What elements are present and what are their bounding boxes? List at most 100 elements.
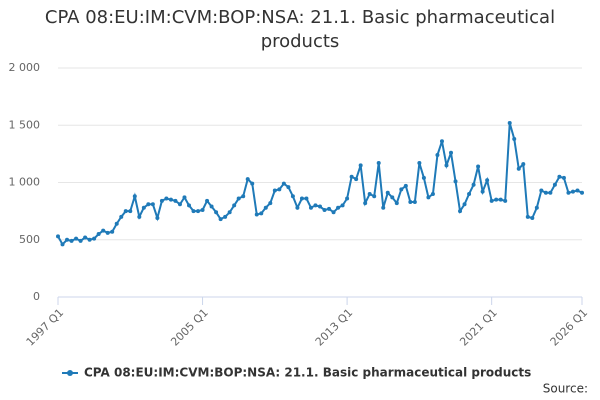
x-tick-label: 2021 Q1: [457, 306, 500, 349]
data-point: [245, 177, 250, 182]
data-point: [272, 188, 277, 193]
data-point: [209, 204, 214, 209]
data-point: [223, 214, 228, 219]
data-point: [417, 161, 422, 166]
data-point: [430, 191, 435, 196]
data-point: [336, 205, 341, 210]
data-point: [476, 164, 481, 169]
data-line: [57, 122, 583, 246]
y-tick-label: 0: [33, 290, 40, 303]
data-point: [200, 207, 205, 212]
x-tick-label: 2026 Q1: [548, 306, 591, 349]
data-point: [552, 182, 557, 187]
data-point: [205, 198, 210, 203]
data-point: [399, 187, 404, 192]
data-point: [467, 191, 472, 196]
data-point: [580, 190, 584, 195]
data-point: [327, 206, 332, 211]
data-point: [236, 196, 241, 201]
data-point: [449, 150, 453, 155]
data-point: [403, 183, 408, 188]
data-point: [254, 212, 259, 217]
data-point: [521, 162, 526, 167]
data-point: [241, 194, 246, 199]
data-point: [196, 209, 201, 214]
data-point: [299, 196, 304, 201]
legend-label: CPA 08:EU:IM:CVM:BOP:NSA: 21.1. Basic ph…: [84, 366, 531, 380]
data-point: [281, 181, 286, 186]
data-point: [507, 120, 512, 125]
data-point: [435, 153, 440, 158]
legend-marker: [67, 370, 73, 376]
data-point: [250, 181, 255, 186]
data-point: [363, 201, 368, 206]
data-point: [295, 205, 300, 210]
data-point: [367, 191, 372, 196]
data-point: [308, 205, 313, 210]
data-point: [290, 194, 295, 199]
data-point: [462, 202, 467, 207]
data-point: [498, 197, 503, 202]
data-point: [390, 195, 395, 200]
data-point: [304, 196, 309, 201]
chart-title: CPA 08:EU:IM:CVM:BOP:NSA: 21.1. Basic ph…: [44, 7, 556, 52]
data-point: [394, 201, 399, 206]
data-point: [503, 198, 508, 203]
data-point: [548, 190, 553, 195]
data-point: [263, 205, 268, 210]
data-point: [268, 201, 273, 206]
data-point: [313, 203, 318, 208]
data-point: [232, 203, 237, 208]
y-tick-label: 2 000: [9, 61, 41, 74]
data-point: [494, 197, 499, 202]
data-point: [92, 236, 97, 241]
data-point: [318, 204, 322, 209]
data-point: [444, 163, 449, 168]
data-point: [426, 195, 431, 200]
data-point: [421, 175, 426, 180]
data-point: [96, 232, 101, 237]
data-point: [561, 175, 566, 180]
data-point: [155, 215, 160, 220]
data-point: [512, 136, 517, 141]
y-tick-label: 500: [19, 233, 40, 246]
data-point: [69, 238, 74, 243]
y-tick-label: 1 000: [9, 176, 41, 189]
data-point: [56, 234, 60, 239]
data-point: [340, 203, 345, 208]
data-point: [173, 198, 178, 203]
data-point: [187, 203, 191, 208]
data-point: [566, 190, 571, 195]
data-point: [83, 235, 88, 240]
data-point: [150, 202, 155, 207]
data-point: [87, 237, 92, 242]
data-point: [349, 174, 354, 179]
data-point: [168, 197, 173, 202]
data-point: [412, 199, 417, 204]
data-point: [128, 209, 133, 214]
data-point: [385, 190, 390, 195]
data-point: [530, 215, 535, 220]
data-point: [214, 210, 219, 215]
data-point: [408, 199, 413, 204]
data-point: [286, 185, 291, 190]
data-point: [525, 214, 530, 219]
data-point: [453, 179, 458, 184]
data-point: [381, 205, 386, 210]
data-point: [110, 229, 115, 234]
data-point: [137, 214, 142, 219]
data-point: [376, 161, 381, 166]
data-point: [345, 196, 350, 201]
data-point: [557, 174, 562, 179]
data-point: [74, 236, 79, 241]
data-point: [539, 188, 544, 193]
data-point: [218, 217, 223, 222]
data-point: [575, 188, 580, 193]
data-point: [480, 189, 485, 194]
data-point: [439, 139, 444, 144]
data-point: [132, 194, 137, 199]
data-point: [322, 207, 327, 212]
data-point: [570, 189, 575, 194]
